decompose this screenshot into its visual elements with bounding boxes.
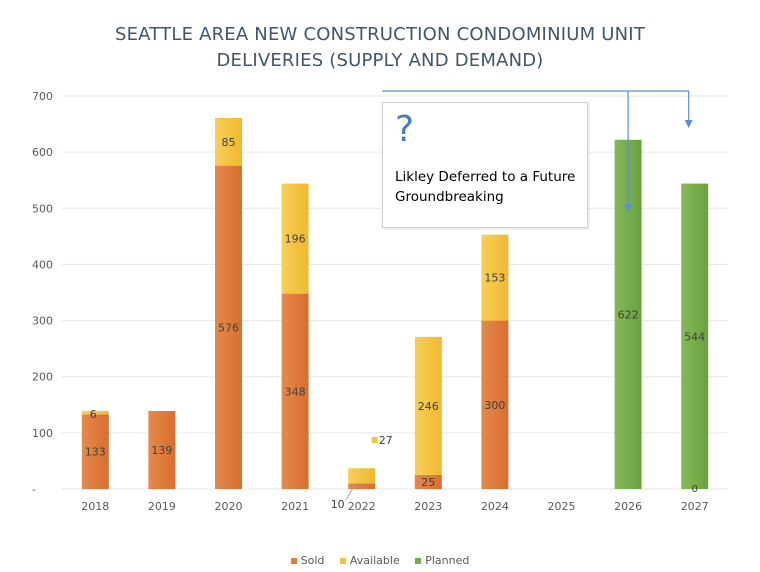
callout-text: Likley Deferred to a Future Groundbreaki… xyxy=(395,169,576,205)
leader-line xyxy=(345,483,357,501)
data-label: 300 xyxy=(484,399,505,412)
callout-arrows xyxy=(382,90,693,212)
callout-box: ? Likley Deferred to a Future Groundbrea… xyxy=(382,102,588,228)
x-tick-label: 2019 xyxy=(148,500,176,513)
chart-title: SEATTLE AREA NEW CONSTRUCTION CONDOMINIU… xyxy=(0,22,760,74)
legend-swatch-available xyxy=(339,558,346,564)
y-tick-label: - xyxy=(32,483,36,496)
legend-label-planned: Planned xyxy=(425,554,470,567)
data-label: 139 xyxy=(151,444,172,457)
legend-swatch-planned xyxy=(415,558,422,564)
bars xyxy=(81,117,709,490)
x-axis-ticks: 2018 2019 2020 2021 2022 2023 2024 2025 2026 2027 xyxy=(81,500,708,513)
data-label: 622 xyxy=(618,308,639,321)
leader-marker xyxy=(371,437,378,443)
data-label: 6 xyxy=(90,408,97,421)
arrowhead-2027 xyxy=(684,120,693,128)
bar-sold-2024 xyxy=(481,320,509,489)
bar-sold-2023 xyxy=(414,474,442,489)
x-tick-label: 2025 xyxy=(548,500,576,513)
y-tick-label: 400 xyxy=(32,258,53,271)
y-tick-label: 200 xyxy=(32,371,53,384)
x-tick-label: 2027 xyxy=(681,500,709,513)
data-label: 85 xyxy=(222,136,236,149)
x-tick-label: 2024 xyxy=(481,500,509,513)
data-label: 576 xyxy=(218,321,239,334)
bar-available-2021 xyxy=(281,183,309,294)
legend-item-available: Available xyxy=(339,554,400,567)
data-label: 196 xyxy=(285,233,306,246)
legend-item-sold: Sold xyxy=(290,554,325,567)
data-label: 348 xyxy=(285,385,306,398)
bar-available-2023 xyxy=(414,336,442,475)
y-tick-label: 500 xyxy=(32,202,53,215)
bar-planned-2027 xyxy=(681,183,709,489)
bar-sold-2021 xyxy=(281,293,309,489)
chart-title-line-2: DELIVERIES (SUPPLY AND DEMAND) xyxy=(216,50,544,71)
y-tick-label: 100 xyxy=(32,427,53,440)
bar-available-2024 xyxy=(481,234,509,321)
y-axis-ticks: - 100 200 300 400 500 600 700 xyxy=(32,90,53,496)
arrowhead-2026 xyxy=(624,204,633,212)
x-tick-label: 2022 xyxy=(348,500,376,513)
zero-label-2027: 0 xyxy=(692,484,698,495)
x-tick-label: 2020 xyxy=(215,500,243,513)
y-tick-label: 600 xyxy=(32,146,53,159)
x-tick-label: 2026 xyxy=(614,500,642,513)
bar-sold-2022 xyxy=(348,483,376,489)
bar-sold-2019 xyxy=(148,410,176,489)
data-label: 27 xyxy=(379,434,393,447)
legend-label-available: Available xyxy=(349,554,400,567)
question-mark-icon: ? xyxy=(395,109,415,150)
legend-item-planned: Planned xyxy=(415,554,469,567)
data-label: 246 xyxy=(418,400,439,413)
bar-available-2020 xyxy=(215,117,242,166)
data-label: 25 xyxy=(421,476,435,489)
data-label: 153 xyxy=(484,272,505,285)
x-tick-label: 2021 xyxy=(281,500,309,513)
data-label: 544 xyxy=(684,330,705,343)
bar-sold-2018 xyxy=(81,414,109,489)
chart-title-line-1: SEATTLE AREA NEW CONSTRUCTION CONDOMINIU… xyxy=(114,24,646,45)
data-label: 133 xyxy=(85,446,106,459)
legend: Sold Available Planned xyxy=(0,554,760,567)
data-label: 10 xyxy=(331,498,345,511)
bar-available-2022 xyxy=(348,468,376,484)
bar-sold-2020 xyxy=(215,165,242,490)
bar-available-2018 xyxy=(81,410,109,415)
data-labels: 133 6 139 576 85 348 196 10 27 25 246 300 153 622 544 0 xyxy=(85,136,705,511)
y-tick-label: 300 xyxy=(32,315,53,328)
legend-swatch-sold xyxy=(290,558,297,564)
legend-label-sold: Sold xyxy=(300,554,325,567)
x-tick-label: 2023 xyxy=(414,500,442,513)
y-tick-label: 700 xyxy=(32,90,53,103)
x-tick-label: 2018 xyxy=(81,500,109,513)
callout-arrow-2027 xyxy=(382,90,690,122)
